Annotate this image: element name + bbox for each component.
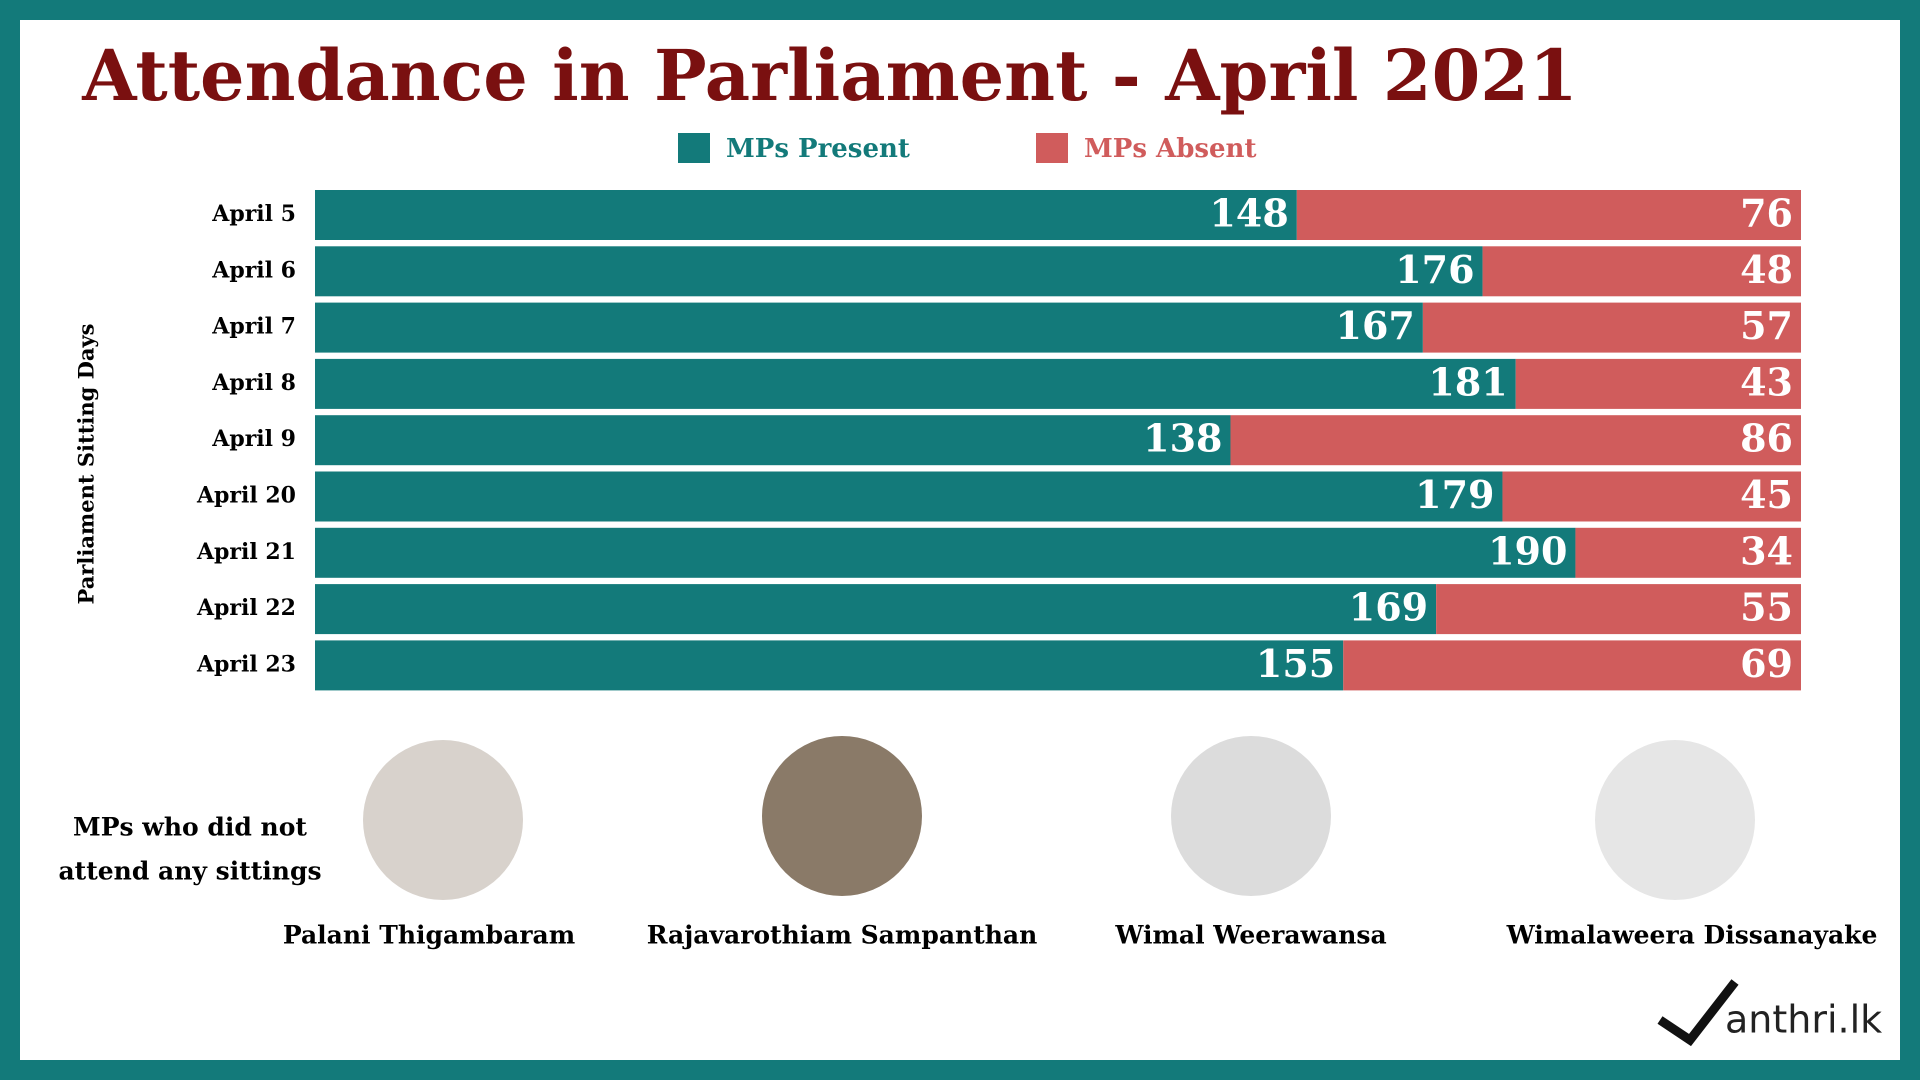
- bar-segment: [315, 302, 1423, 353]
- photo: [1171, 736, 1331, 896]
- y-tick-label: April 20: [196, 483, 296, 509]
- mp-name: Palani Thigambaram: [283, 921, 575, 950]
- legend-swatch: [678, 133, 710, 163]
- value-label: 167: [1336, 303, 1415, 348]
- photo: [1595, 740, 1755, 900]
- value-label: 48: [1740, 247, 1793, 292]
- caption: attend any sittings: [58, 857, 321, 886]
- mp-name: Wimal Weerawansa: [1114, 921, 1386, 950]
- value-label: 34: [1740, 528, 1793, 573]
- mp-name: Wimalaweera Dissanayake: [1506, 921, 1878, 950]
- logo-mark: [1657, 979, 1739, 1047]
- bar-segment: [315, 527, 1576, 578]
- value-label: 86: [1740, 416, 1793, 461]
- legend-label: MPs Absent: [1084, 134, 1256, 164]
- y-tick-label: April 23: [196, 651, 296, 677]
- photo: [762, 736, 922, 896]
- legend-swatch: [1036, 133, 1068, 163]
- value-label: 138: [1143, 416, 1222, 461]
- y-tick-label: April 5: [211, 201, 296, 227]
- y-tick-label: April 9: [211, 426, 296, 452]
- mp-name: Rajavarothiam Sampanthan: [647, 921, 1038, 950]
- value-label: 190: [1488, 528, 1567, 573]
- y-tick-label: April 6: [211, 257, 296, 283]
- bar-segment: [315, 246, 1483, 297]
- bar-segment: [315, 190, 1297, 240]
- photo: [363, 740, 523, 900]
- bar-segment: [315, 471, 1503, 522]
- value-label: 57: [1740, 303, 1793, 348]
- bar-segment: [1515, 358, 1801, 409]
- bar-segment: [315, 584, 1437, 635]
- y-tick-label: April 7: [211, 314, 296, 340]
- bar-segment: [1230, 415, 1801, 466]
- y-tick-label: April 22: [196, 595, 296, 621]
- value-label: 55: [1740, 585, 1793, 630]
- value-label: 179: [1415, 472, 1494, 517]
- bar-segment: [1575, 527, 1801, 578]
- value-label: 176: [1395, 247, 1474, 292]
- bar-segment: [315, 640, 1344, 691]
- bar-segment: [1502, 471, 1801, 522]
- chart-title: Attendance in Parliament - April 2021: [81, 34, 1577, 117]
- bar-segment: [315, 358, 1516, 409]
- value-label: 69: [1740, 641, 1793, 686]
- y-axis-label: Parliament Sitting Days: [74, 324, 99, 605]
- bar-segment: [1482, 246, 1801, 297]
- value-label: 43: [1740, 359, 1793, 404]
- legend-label: MPs Present: [726, 134, 910, 164]
- y-tick-label: April 21: [196, 539, 296, 565]
- value-label: 45: [1740, 472, 1793, 517]
- value-label: 76: [1740, 191, 1793, 236]
- value-label: 155: [1256, 641, 1335, 686]
- bar-segment: [1422, 302, 1801, 353]
- y-tick-label: April 8: [211, 370, 296, 396]
- bar-segment: [1436, 584, 1801, 635]
- caption: MPs who did not: [73, 813, 307, 842]
- logo: anthri.lk: [1725, 998, 1882, 1042]
- value-label: 148: [1209, 191, 1288, 236]
- value-label: 169: [1349, 585, 1428, 630]
- bar-segment: [1296, 190, 1801, 240]
- bar-segment: [315, 415, 1231, 466]
- photos: [363, 736, 1755, 900]
- value-label: 181: [1428, 359, 1507, 404]
- bar-segment: [1343, 640, 1801, 691]
